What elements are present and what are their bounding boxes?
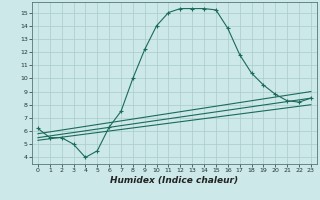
- X-axis label: Humidex (Indice chaleur): Humidex (Indice chaleur): [110, 176, 238, 185]
